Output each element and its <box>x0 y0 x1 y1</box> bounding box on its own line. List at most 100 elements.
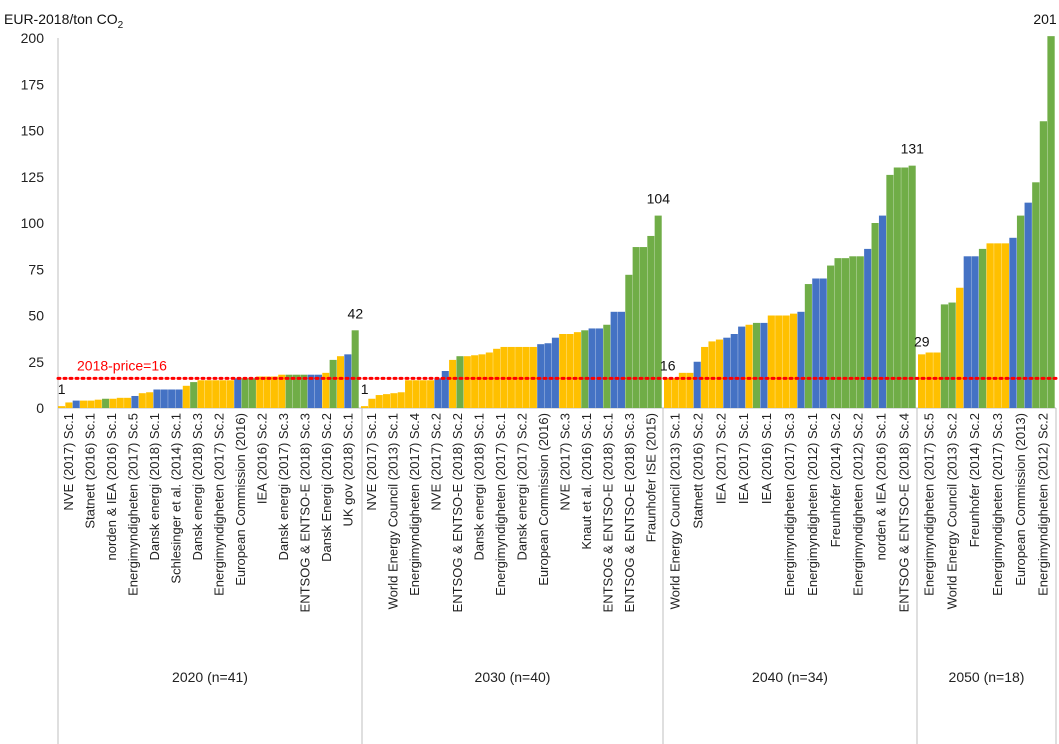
bar <box>708 341 716 408</box>
category-label: ENTSOG & ENTSO-E (2018) Sc.4 <box>897 413 912 612</box>
category-label: NVE (2017) Sc.1 <box>61 413 76 511</box>
category-label: European Commission (2013) <box>1013 413 1028 586</box>
bar <box>918 354 926 408</box>
bar <box>752 322 761 408</box>
bar <box>197 380 205 408</box>
bar <box>639 247 648 408</box>
bar <box>368 398 376 408</box>
bar <box>933 352 941 408</box>
bar <box>131 395 139 408</box>
y-tick-label: 0 <box>36 400 44 416</box>
labels: 1 42 NVE (2017) Sc.1 Statnett (2016) Sc.1 no… <box>58 11 1057 685</box>
bar <box>361 406 369 408</box>
category-label: IEA (2016) Sc.2 <box>254 413 269 504</box>
category-label: IEA (2017) Sc.2 <box>713 413 728 504</box>
category-label: Energimyndigheten (2017) Sc.3 <box>990 413 1005 596</box>
category-label: norden & IEA (2016) Sc.1 <box>874 413 889 560</box>
bar <box>168 389 176 408</box>
category-label: European Commission (2016) <box>536 413 551 586</box>
category-label: Schlesinger et al. (2014) Sc.1 <box>168 413 183 584</box>
category-label: Dansk energi (2017) Sc.2 <box>514 413 529 560</box>
bar <box>124 397 132 408</box>
category-label: Energimyndigheten (2017) Sc.3 <box>782 413 797 596</box>
bar <box>797 311 805 408</box>
category-label: NVE (2017) Sc.1 <box>364 413 379 511</box>
bar <box>671 378 679 408</box>
bar <box>1047 36 1055 409</box>
bar <box>617 311 625 408</box>
bar <box>285 374 293 408</box>
y-tick-label: 150 <box>21 123 45 139</box>
bar <box>1039 121 1048 408</box>
y-tick-label: 200 <box>21 30 45 46</box>
bar <box>397 392 405 408</box>
category-label: NVE (2017) Sc.2 <box>428 413 443 511</box>
bar <box>715 339 723 408</box>
bar <box>551 337 559 408</box>
bar <box>344 354 352 408</box>
bar <box>471 355 479 408</box>
bar <box>948 302 956 408</box>
category-label: Energimyndigheten (2017) Sc.2 <box>211 413 226 596</box>
bar <box>849 256 857 408</box>
bar <box>94 399 102 408</box>
bar <box>204 380 212 408</box>
bar <box>893 167 901 408</box>
bar <box>226 380 234 408</box>
min-value-label: 29 <box>914 333 930 349</box>
category-label: World Energy Council (2013) Sc.2 <box>944 413 959 609</box>
bar <box>864 248 872 408</box>
bar <box>871 223 879 408</box>
category-label: Dansk energi (2017) Sc.3 <box>276 413 291 560</box>
bar <box>300 374 308 408</box>
bar <box>441 371 449 408</box>
bar <box>190 382 198 408</box>
category-label: Dansk Energi (2016) Sc.2 <box>319 413 334 562</box>
bar <box>1001 243 1010 408</box>
y-tick-label: 25 <box>28 354 44 370</box>
bar <box>812 278 820 408</box>
bar <box>723 337 731 408</box>
category-label: NVE (2017) Sc.3 <box>557 413 572 511</box>
bar <box>693 361 701 408</box>
bar <box>654 215 662 408</box>
y-tick-label: 125 <box>21 169 45 185</box>
category-label: ENTSOG & ENTSO-E (2018) Sc.2 <box>450 413 465 612</box>
category-label: norden & IEA (2016) Sc.1 <box>104 413 119 560</box>
bar <box>182 385 190 408</box>
bar <box>956 287 964 408</box>
category-label: Dansk energi (2018) Sc.3 <box>190 413 205 560</box>
bar <box>322 372 330 408</box>
bar <box>1024 202 1032 408</box>
bar <box>314 374 322 408</box>
bar <box>153 389 161 408</box>
bar <box>116 397 124 408</box>
bar <box>963 256 971 408</box>
group-label: 2020 (n=41) <box>172 669 248 685</box>
bar <box>573 332 581 408</box>
bar <box>738 326 746 408</box>
bar <box>434 378 442 408</box>
category-label: UK gov (2018) Sc.1 <box>340 413 355 526</box>
category-label: Freunhofer (2014) Sc.2 <box>828 413 843 547</box>
bar <box>978 248 987 408</box>
bar <box>1016 215 1025 408</box>
category-label: ENTSOG & ENTSO-E (2018) Sc.1 <box>600 413 615 612</box>
bar <box>146 392 154 408</box>
bar <box>80 400 88 408</box>
max-value-label: 42 <box>348 305 364 321</box>
max-value-label: 104 <box>647 191 671 207</box>
bar <box>686 372 694 408</box>
category-label: Energimyndigheten (2017) Sc.4 <box>407 413 422 596</box>
bar <box>971 256 979 408</box>
bar <box>390 393 398 408</box>
bar <box>834 258 842 408</box>
bar <box>804 284 812 408</box>
bar <box>412 380 420 408</box>
y-tick-label: 50 <box>28 308 44 324</box>
bar <box>507 346 515 408</box>
category-label: Energimyndigheten (2017) Sc.5 <box>921 413 936 596</box>
category-label: Dansk energi (2018) Sc.1 <box>471 413 486 560</box>
category-label: Statnett (2016) Sc.1 <box>82 413 97 529</box>
bar <box>610 311 618 408</box>
